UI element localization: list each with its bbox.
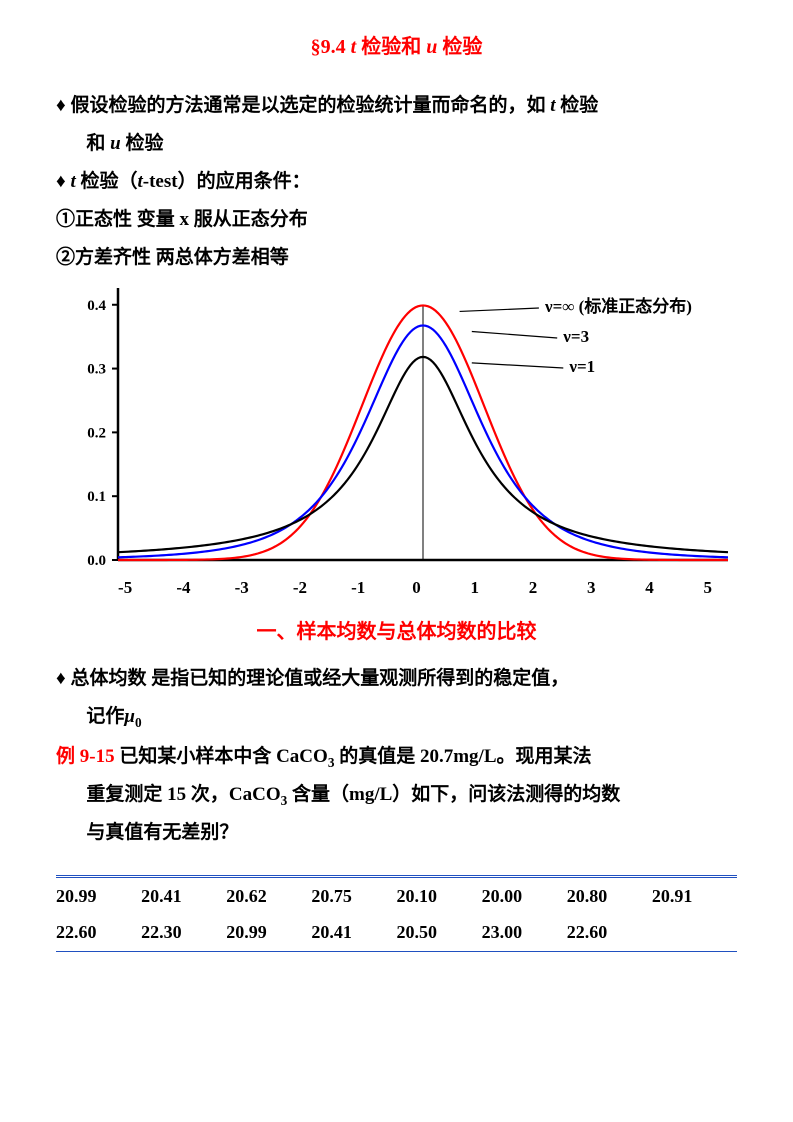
chart-svg: 0.0 0.1 0.2 0.3 0.4 ν=∞ (标准正态分布) ν=3 ν=1 [56,282,736,572]
data-cell: 23.00 [482,914,567,951]
section-heading: 一、样本均数与总体均数的比较 [56,613,737,651]
x-tick: 0 [387,572,445,604]
data-cell: 20.99 [56,878,141,915]
p5a: 总体均数 是指已知的理论值或经大量观测所得到的稳定值， [70,668,569,689]
svg-text:0.4: 0.4 [87,298,106,314]
example-9-15: 例 9-15 已知某小样本中含 CaCO3 的真值是 20.7mg/L。现用某法 [56,739,737,775]
svg-text:0.0: 0.0 [87,553,106,569]
x-tick: -2 [271,572,329,604]
svg-text:ν=1: ν=1 [568,357,595,376]
data-cell: 20.10 [397,878,482,915]
p1b: 检验 [556,95,599,116]
data-cell: 20.41 [311,914,396,951]
paragraph-2: t 检验（t-test）的应用条件： [56,164,737,200]
p1a: 假设检验的方法通常是以选定的检验统计量而命名的，如 [70,95,550,116]
title-prefix: §9.4 [311,36,351,58]
x-tick: -1 [329,572,387,604]
data-cell: 20.00 [482,878,567,915]
x-tick: 2 [504,572,562,604]
distribution-chart: 0.0 0.1 0.2 0.3 0.4 ν=∞ (标准正态分布) ν=3 ν=1 -5-4-3… [56,282,737,604]
x-axis-labels: -5-4-3-2-1012345 [56,572,737,604]
data-cell: 22.30 [141,914,226,951]
x-tick: -3 [213,572,271,604]
p5sub: 0 [135,715,142,730]
paragraph-3: ①正态性 变量 x 服从正态分布 [56,202,737,238]
data-cell: 20.50 [397,914,482,951]
example-line3: 与真值有无差别？ [56,815,737,851]
p5b: 记作 [86,706,124,727]
data-cell: 22.60 [567,914,652,951]
data-cell: 20.62 [226,878,311,915]
svg-text:0.2: 0.2 [87,426,106,442]
title-suffix: 检验 [437,36,482,58]
example-label: 例 9-15 [56,746,115,767]
svg-text:0.1: 0.1 [87,490,106,506]
data-cell [652,914,737,951]
paragraph-4: ②方差齐性 两总体方差相等 [56,240,737,276]
data-cell: 20.99 [226,914,311,951]
p5mu: μ [124,706,135,727]
example-line2: 重复测定 15 次，CaCO3 含量（mg/L）如下，问该法测得的均数 [56,777,737,813]
p1u: u [110,133,121,154]
paragraph-1: 假设检验的方法通常是以选定的检验统计量而命名的，如 t 检验 [56,88,737,124]
p1c: 和 [86,133,110,154]
paragraph-5: 总体均数 是指已知的理论值或经大量观测所得到的稳定值， [56,661,737,697]
svg-text:ν=∞ (标准正态分布): ν=∞ (标准正态分布) [544,296,692,316]
data-cell: 20.41 [141,878,226,915]
p6c: 重复测定 15 次，CaCO [86,784,280,805]
p6d: 含量（mg/L）如下，问该法测得的均数 [287,784,620,805]
p6b: 的真值是 20.7mg/L。现用某法 [334,746,591,767]
data-cell: 20.80 [567,878,652,915]
x-tick: 1 [446,572,504,604]
p1d: 检验 [121,133,164,154]
data-table: 20.9920.4120.6220.7520.1020.0020.8020.91… [56,875,737,951]
x-tick: -4 [154,572,212,604]
x-tick: -5 [96,572,154,604]
svg-text:0.3: 0.3 [87,362,106,378]
x-tick: 3 [562,572,620,604]
paragraph-5b: 记作μ0 [56,699,737,735]
data-cell: 22.60 [56,914,141,951]
svg-text:ν=3: ν=3 [562,327,589,346]
x-tick: 4 [620,572,678,604]
p2b: -test）的应用条件： [143,171,311,192]
title-mid: 检验和 [356,36,426,58]
page-title: §9.4 t 检验和 u 检验 [56,28,737,66]
data-cell: 20.91 [652,878,737,915]
x-tick: 5 [679,572,737,604]
p2a: 检验（ [76,171,138,192]
p6a: 已知某小样本中含 CaCO [115,746,328,767]
paragraph-1b: 和 u 检验 [56,126,737,162]
title-u: u [426,36,437,58]
data-cell: 20.75 [311,878,396,915]
